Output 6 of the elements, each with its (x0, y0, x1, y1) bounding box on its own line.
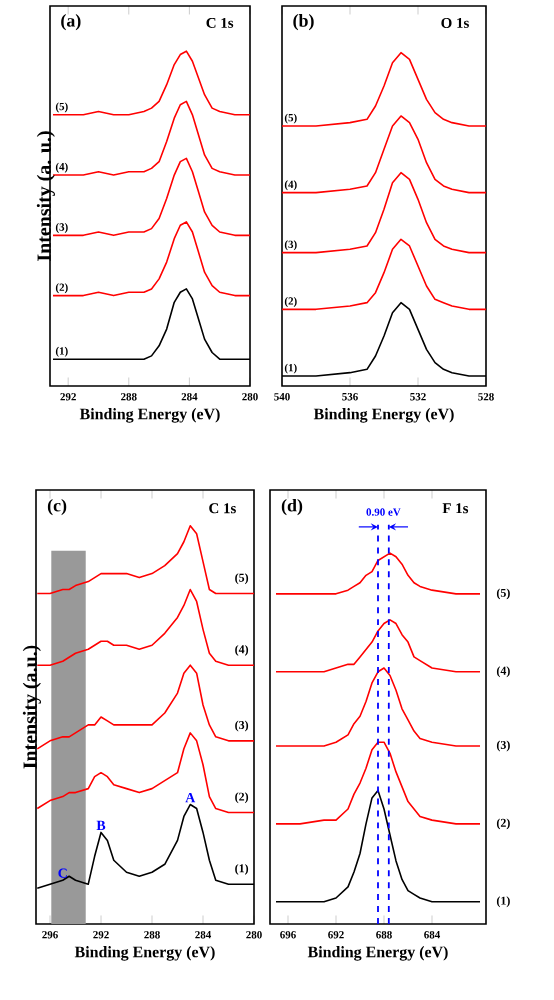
y-axis-title: Intensity (a. u.) (36, 131, 55, 261)
y-axis-title: Intensity (a.u.) (22, 645, 41, 769)
chart-title: (d) (281, 498, 303, 516)
chart-title: (b) (293, 14, 314, 31)
chart-title: (a) (61, 14, 81, 31)
chart-title: (c) (47, 498, 67, 516)
